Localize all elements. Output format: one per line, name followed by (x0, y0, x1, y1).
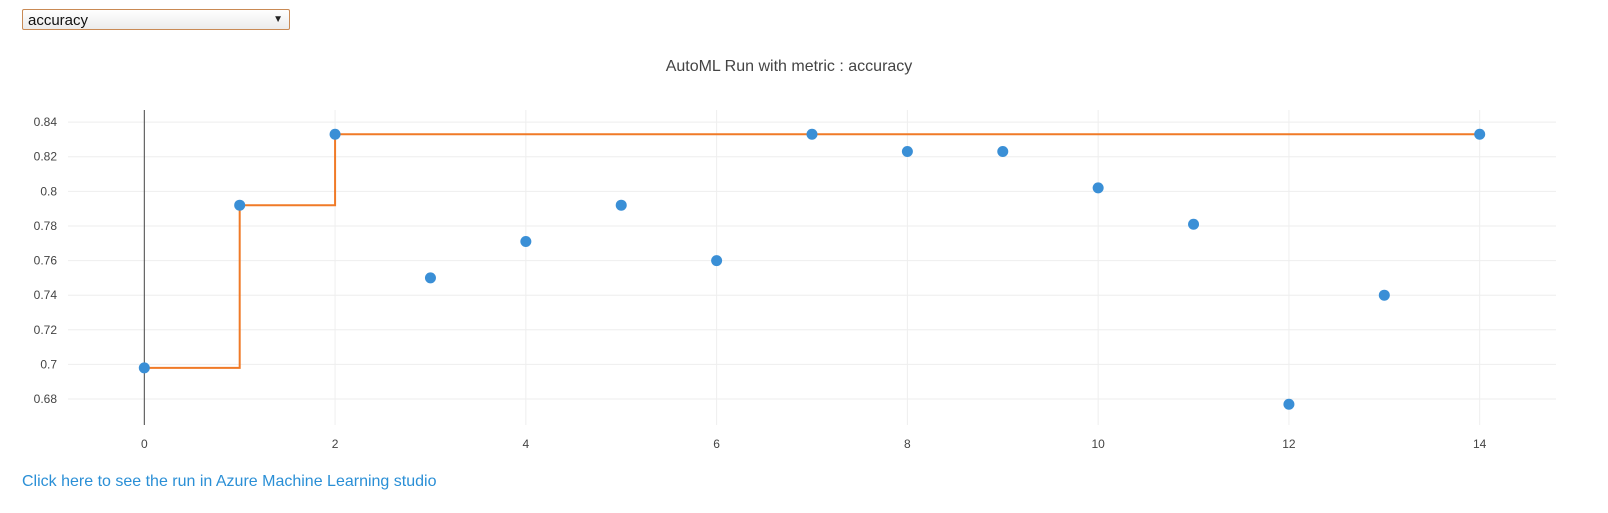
x-tick-label: 4 (523, 437, 530, 451)
data-point (424, 272, 436, 284)
metric-dropdown[interactable]: accuracy ▼ (22, 9, 290, 30)
data-point (901, 146, 913, 158)
data-point (1474, 128, 1486, 140)
chart-title: AutoML Run with metric : accuracy (666, 58, 913, 75)
y-tick-label: 0.8 (40, 184, 57, 198)
y-tick-label: 0.74 (34, 288, 58, 302)
chevron-down-icon: ▼ (273, 14, 283, 25)
data-point (615, 199, 627, 211)
y-tick-label: 0.76 (34, 254, 58, 268)
y-tick-label: 0.7 (40, 357, 57, 371)
data-point (806, 128, 818, 140)
data-point (1188, 218, 1200, 230)
data-point (1283, 398, 1295, 410)
metric-dropdown-value: accuracy (28, 12, 89, 29)
x-tick-label: 8 (904, 437, 911, 451)
x-tick-label: 6 (713, 437, 720, 451)
y-tick-label: 0.72 (34, 323, 58, 337)
azure-ml-studio-link[interactable]: Click here to see the run in Azure Machi… (22, 473, 437, 490)
data-point (234, 199, 246, 211)
x-tick-label: 0 (141, 437, 148, 451)
data-point (1092, 182, 1104, 194)
y-tick-label: 0.68 (34, 392, 58, 406)
metric-chart: AutoML Run with metric : accuracy 0.68 0.7… (34, 58, 1556, 451)
y-tick-label: 0.78 (34, 219, 58, 233)
data-point (329, 128, 341, 140)
data-point (997, 146, 1009, 158)
data-point (520, 236, 532, 248)
x-tick-label: 14 (1473, 437, 1487, 451)
y-tick-label: 0.84 (34, 115, 58, 129)
best-metric-step-line (144, 133, 1480, 369)
y-tick-label: 0.82 (34, 150, 58, 164)
x-tick-label: 10 (1091, 437, 1105, 451)
x-tick-label: 2 (332, 437, 339, 451)
data-point (138, 362, 150, 374)
x-tick-label: 12 (1282, 437, 1296, 451)
data-point (711, 255, 723, 267)
data-point (1378, 289, 1390, 301)
